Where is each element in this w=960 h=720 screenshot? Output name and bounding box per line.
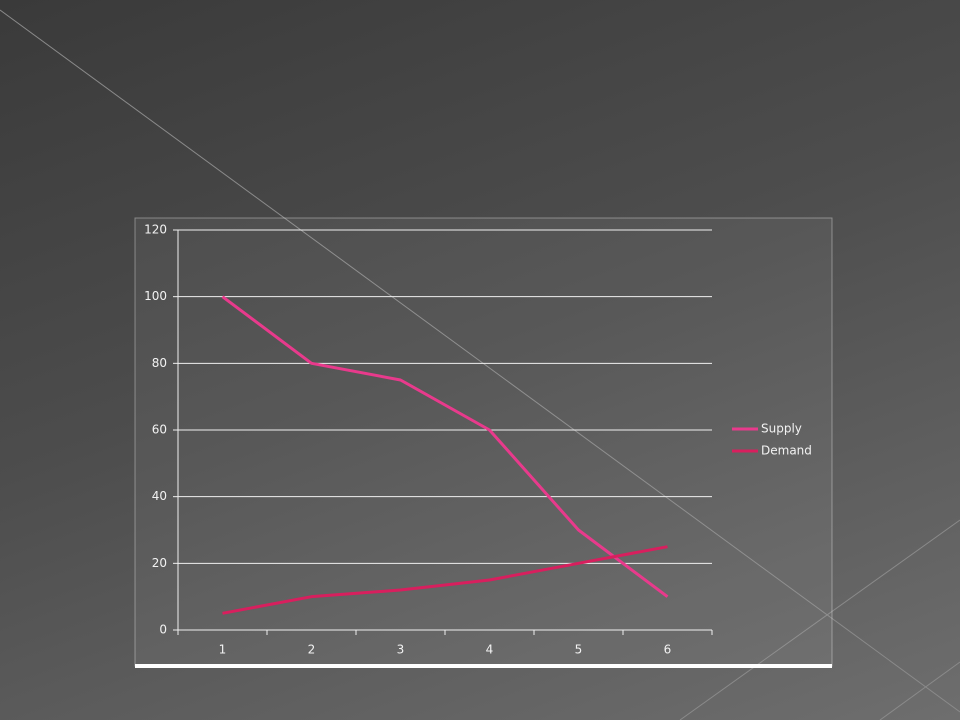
y-tick-label: 120 xyxy=(144,223,167,237)
y-tick-label: 100 xyxy=(144,289,167,303)
series-line xyxy=(222,545,668,615)
x-tick-label: 5 xyxy=(575,643,583,657)
y-tick-label: 20 xyxy=(152,556,167,570)
decor-line xyxy=(879,661,960,720)
x-tick-label: 1 xyxy=(219,643,227,657)
chart: 0 20 40 60 80 100 120 1 2 3 4 5 6 Supply Demand xyxy=(144,223,812,657)
y-tick-label: 60 xyxy=(152,423,167,437)
series-line xyxy=(221,295,669,598)
y-tick-label: 40 xyxy=(152,489,167,503)
x-tick-label: 2 xyxy=(308,643,316,657)
decor-line xyxy=(679,519,960,720)
legend-label: Supply xyxy=(761,422,802,436)
decor-line xyxy=(0,9,960,713)
x-tick-label: 6 xyxy=(664,643,672,657)
y-tick-label: 0 xyxy=(159,623,167,637)
x-tick-label: 3 xyxy=(397,643,405,657)
x-tick-label: 4 xyxy=(486,643,494,657)
y-tick-label: 80 xyxy=(152,356,167,370)
legend-label: Demand xyxy=(761,444,812,458)
chart-frame xyxy=(134,217,833,667)
